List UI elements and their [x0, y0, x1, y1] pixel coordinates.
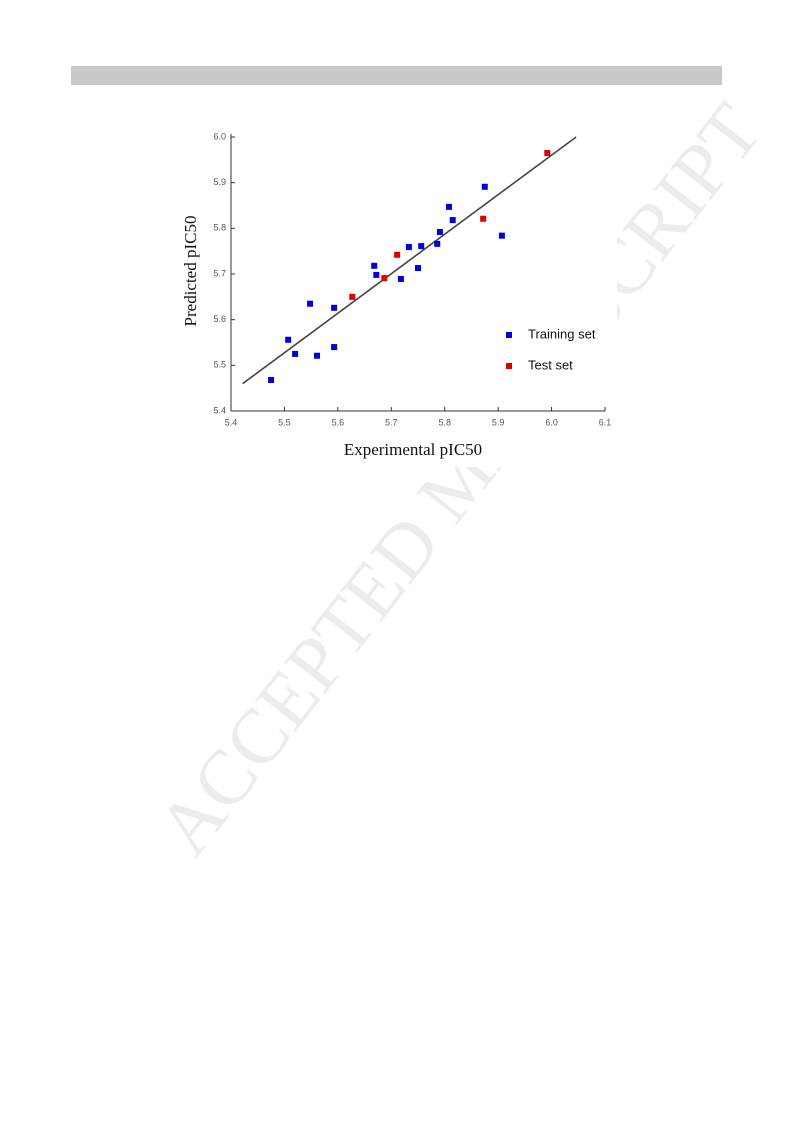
data-point [373, 271, 380, 278]
data-point [285, 336, 292, 343]
data-point [331, 344, 338, 351]
figure-background [172, 122, 617, 467]
data-point [498, 232, 505, 239]
y-axis-title: Predicted pIC50 [181, 216, 200, 327]
x-tick-label: 5.8 [438, 417, 451, 427]
data-point [314, 352, 321, 359]
data-point [481, 183, 488, 190]
data-point [349, 293, 356, 300]
y-tick-label: 6.0 [213, 131, 226, 141]
x-axis-title: Experimental pIC50 [344, 440, 482, 459]
fit-line [242, 136, 577, 385]
data-point [397, 276, 404, 283]
data-point [381, 275, 388, 282]
x-tick-label: 5.6 [332, 417, 345, 427]
data-point [449, 217, 456, 224]
y-tick-label: 5.9 [213, 177, 226, 187]
data-point [307, 300, 314, 307]
x-tick-label: 6.0 [545, 417, 558, 427]
legend-marker [506, 363, 512, 369]
x-tick-label: 6.1 [599, 417, 612, 427]
data-point [445, 203, 452, 210]
data-point [292, 350, 299, 357]
data-point [331, 304, 338, 311]
data-point [544, 149, 551, 156]
data-point [394, 251, 401, 258]
x-tick-label: 5.7 [385, 417, 398, 427]
y-tick-label: 5.5 [213, 360, 226, 370]
y-tick-label: 5.4 [213, 405, 226, 415]
y-tick-label: 5.7 [213, 268, 226, 278]
data-point [436, 228, 443, 235]
header-bar [71, 66, 722, 85]
x-tick-label: 5.4 [225, 417, 238, 427]
data-point [434, 240, 441, 247]
x-tick-label: 5.5 [278, 417, 291, 427]
legend-label: Training set [528, 326, 596, 341]
y-tick-label: 5.8 [213, 223, 226, 233]
data-point [415, 265, 421, 272]
legend-label: Test set [528, 357, 573, 372]
data-point [371, 262, 378, 269]
legend-marker [506, 332, 512, 338]
data-point [268, 376, 275, 383]
data-point [480, 215, 487, 222]
y-tick-label: 5.6 [213, 314, 226, 324]
data-point [418, 243, 425, 250]
x-tick-label: 5.9 [492, 417, 505, 427]
data-point [405, 244, 412, 251]
chart: 5.4 5.5 5.6 5.7 5.8 5.9 6.0 5.4 5.5 5.6 5.7 5.8 5.9 6… [181, 131, 611, 459]
